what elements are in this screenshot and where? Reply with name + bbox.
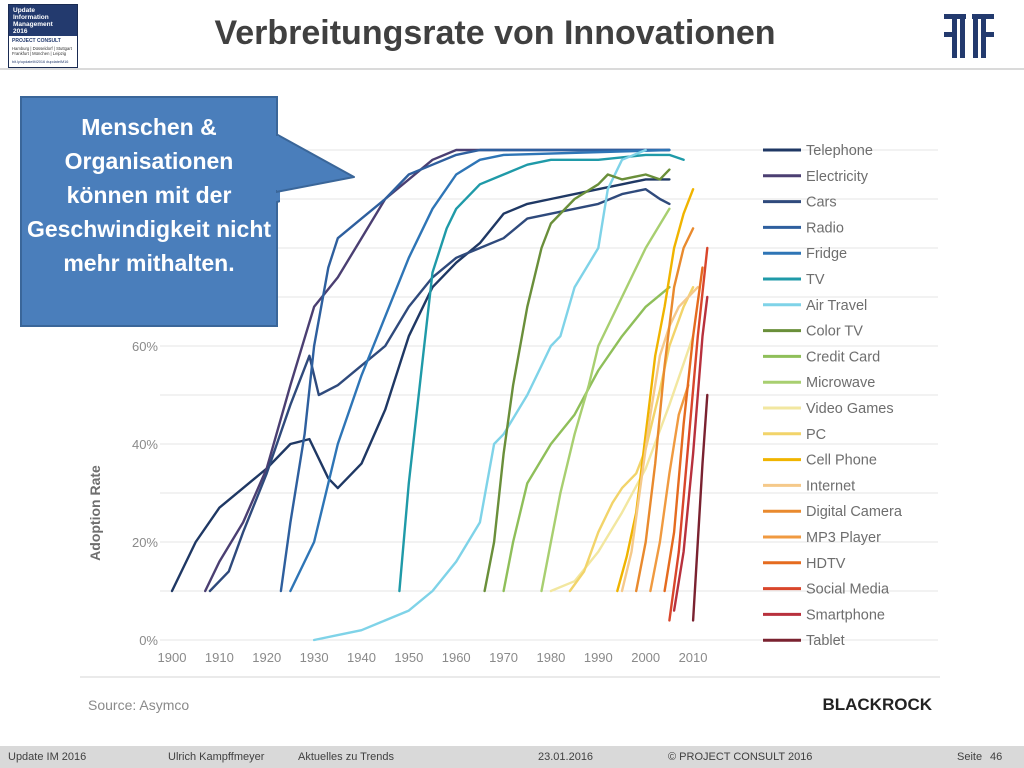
- series-line-hdtv: [663, 266, 704, 593]
- footer-event: Update IM 2016: [8, 751, 87, 763]
- series-line-digital-camera: [635, 227, 695, 593]
- series-line-credit-card: [502, 286, 671, 593]
- x-tick-label: 1930: [300, 650, 329, 665]
- legend-label: Cell Phone: [806, 453, 877, 469]
- legend-label: Credit Card: [806, 349, 880, 365]
- series-line-cell-phone: [616, 188, 695, 593]
- series-line-smartphone: [672, 295, 709, 612]
- legend-label: PC: [806, 427, 826, 443]
- series-line-tablet: [691, 393, 709, 622]
- x-tick-label: 2010: [679, 650, 708, 665]
- chart-series: [170, 148, 709, 642]
- series-line-color-tv: [483, 168, 671, 593]
- y-axis-label: Adoption Rate: [87, 465, 103, 561]
- series-line-internet: [620, 286, 699, 593]
- series-line-pc: [568, 286, 695, 593]
- event-logo-bottom: PROJECT CONSULT Hamburg | Düsseldorf | S…: [9, 36, 77, 67]
- footer-author: Ulrich Kampffmeyer: [168, 751, 265, 763]
- y-tick-label: 60%: [132, 339, 158, 354]
- legend-label: Air Travel: [806, 298, 867, 314]
- x-tick-labels: 1900 1910 1920 1930 1940 1950 1960 1970 1980 1990…: [158, 650, 708, 665]
- series-line-electricity: [204, 148, 671, 593]
- legend-label: Telephone: [806, 143, 873, 159]
- event-logo-cities: Hamburg | Düsseldorf | Stuttgart Frankfu…: [12, 46, 72, 56]
- footer-page-number: 46: [990, 751, 1003, 763]
- slide-title: Verbreitungsrate von Innovationen: [214, 14, 776, 52]
- y-tick-label: 20%: [132, 535, 158, 550]
- footer-copyright: © PROJECT CONSULT 2016: [668, 751, 813, 763]
- x-tick-label: 1990: [584, 650, 613, 665]
- x-tick-label: 1950: [394, 650, 423, 665]
- series-line-mp3-player: [649, 384, 690, 593]
- callout-pointer: [276, 133, 355, 193]
- event-logo: Update Information Management 2016 PROJE…: [8, 4, 78, 68]
- series-line-radio: [279, 148, 671, 593]
- legend-label: Internet: [806, 478, 855, 494]
- slide-header: Update Information Management 2016 PROJE…: [0, 0, 1024, 70]
- y-tick-label: 0%: [139, 633, 158, 648]
- x-tick-label: 1910: [205, 650, 234, 665]
- series-line-microwave: [540, 207, 671, 593]
- series-line-video-games: [549, 335, 695, 593]
- x-tick-label: 1970: [489, 650, 518, 665]
- chart-legend: Telephone Electricity Cars Radio Fridge TV Air…: [763, 143, 903, 649]
- series-line-tv: [398, 153, 685, 593]
- x-tick-label: 1940: [347, 650, 376, 665]
- legend-label: Digital Camera: [806, 504, 903, 520]
- callout-shape: [20, 96, 280, 327]
- event-logo-text: Update Information Management 2016: [13, 7, 53, 35]
- chart-source: Source: Asymco: [88, 697, 189, 713]
- legend-label: Color TV: [806, 324, 863, 340]
- y-tick-label: 40%: [132, 437, 158, 452]
- project-consult-logo-icon: [944, 14, 994, 58]
- legend-label: Fridge: [806, 246, 847, 262]
- footer-date: 23.01.2016: [538, 751, 594, 763]
- x-tick-label: 2000: [631, 650, 660, 665]
- series-line-social-media: [668, 246, 709, 622]
- y-tick-labels: 0% 20% 40% 60%: [132, 339, 158, 648]
- event-logo-url: bit.ly/updateIM2016 #updateIM16: [12, 60, 69, 64]
- legend-label: Smartphone: [806, 607, 885, 623]
- footer-page-label: Seite: [957, 751, 983, 763]
- callout-text: Menschen & Organisationen können mit der…: [26, 114, 272, 276]
- legend-label: MP3 Player: [806, 530, 881, 546]
- legend-label: Video Games: [806, 401, 894, 417]
- slide-footer: Update IM 2016 Ulrich Kampffmeyer Aktuel…: [0, 746, 1024, 768]
- x-tick-label: 1980: [536, 650, 565, 665]
- series-line-telephone: [170, 178, 671, 593]
- legend-label: Tablet: [806, 633, 845, 649]
- x-tick-label: 1960: [442, 650, 471, 665]
- legend-label: Electricity: [806, 169, 869, 185]
- legend-label: Cars: [806, 195, 837, 211]
- series-line-fridge: [289, 148, 671, 593]
- legend-label: Social Media: [806, 582, 890, 598]
- event-logo-company: PROJECT CONSULT: [12, 38, 61, 44]
- legend-label: Radio: [806, 220, 844, 236]
- legend-label: HDTV: [806, 556, 846, 572]
- footer-topic: Aktuelles zu Trends: [298, 751, 394, 763]
- legend-label: TV: [806, 272, 825, 288]
- header-divider: [0, 68, 1024, 70]
- x-tick-label: 1900: [158, 650, 187, 665]
- legend-label: Microwave: [806, 375, 875, 391]
- x-tick-label: 1920: [252, 650, 281, 665]
- blackrock-logo: BLACKROCK: [822, 695, 932, 714]
- series-line-air-travel: [312, 148, 647, 642]
